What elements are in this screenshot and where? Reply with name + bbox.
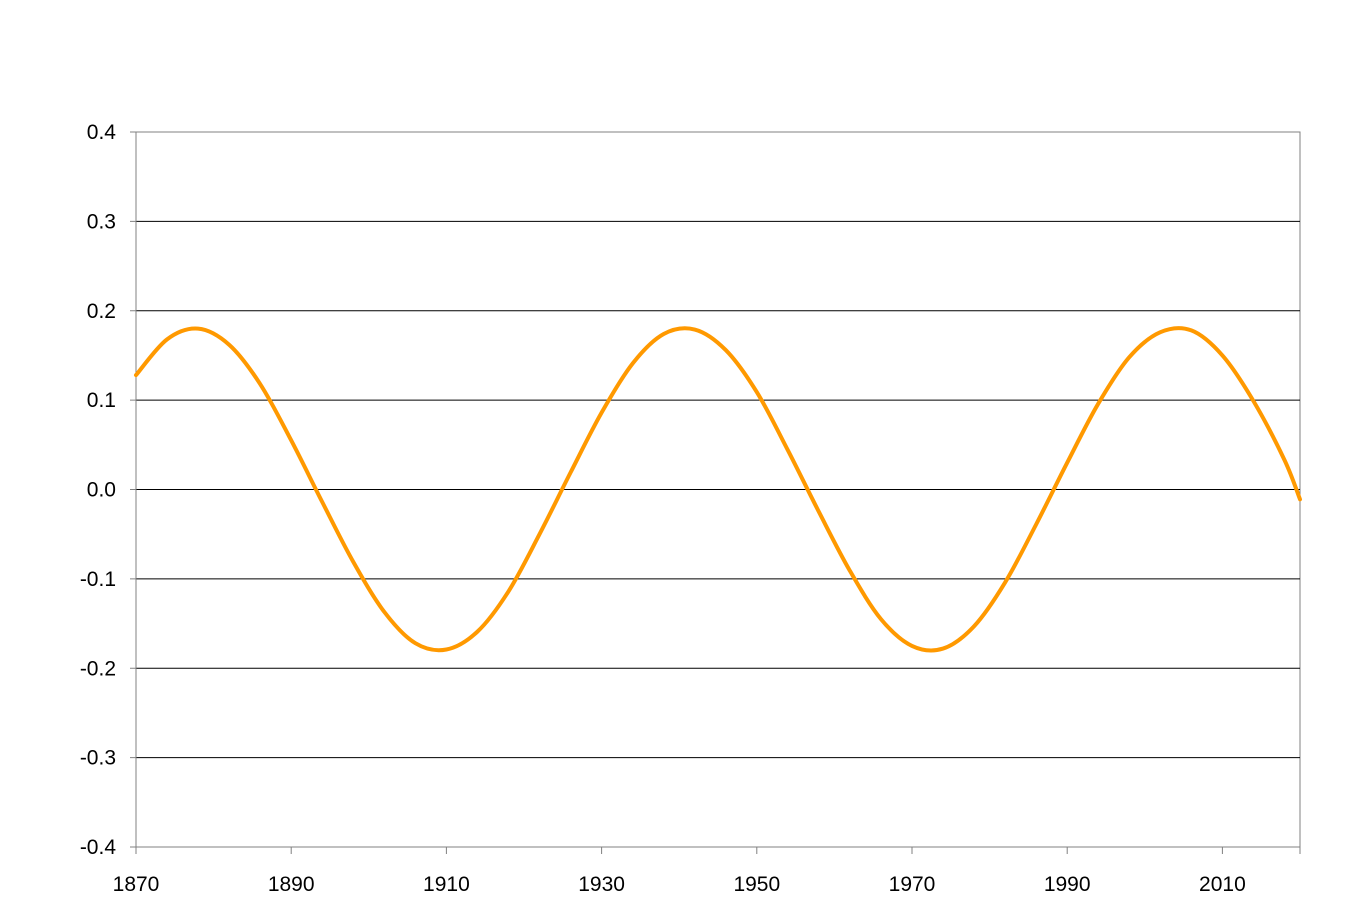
gridlines <box>136 220 1300 759</box>
y-tick-label: 0.2 <box>87 300 116 323</box>
x-tick-label: 1990 <box>1044 873 1091 896</box>
x-tick-label: 1890 <box>268 873 315 896</box>
y-tick-label: 0.0 <box>87 479 116 502</box>
x-tick-label: 1970 <box>889 873 936 896</box>
y-tick-label: 0.4 <box>87 121 117 144</box>
y-tick-label: -0.3 <box>80 747 116 770</box>
y-tick-label: -0.1 <box>80 568 116 591</box>
x-tick-label: 1910 <box>423 873 470 896</box>
x-tick-label: 2010 <box>1199 873 1246 896</box>
x-tick-label: 1950 <box>733 873 780 896</box>
y-axis: 0.4 0.3 0.2 0.1 0.0 -0.1 -0.2 -0.3 -0.4 <box>80 121 137 859</box>
x-axis: 1870 1890 1910 1930 1950 1970 1990 2010 <box>113 846 1301 896</box>
series-line <box>134 326 1302 653</box>
y-tick-label: 0.1 <box>87 389 116 412</box>
x-tick-label: 1930 <box>578 873 625 896</box>
y-tick-label: -0.2 <box>80 657 116 680</box>
y-tick-label: 0.3 <box>87 210 116 233</box>
series-layer <box>134 326 1302 653</box>
x-tick-label: 1870 <box>113 873 160 896</box>
y-tick-label: -0.4 <box>80 836 117 859</box>
